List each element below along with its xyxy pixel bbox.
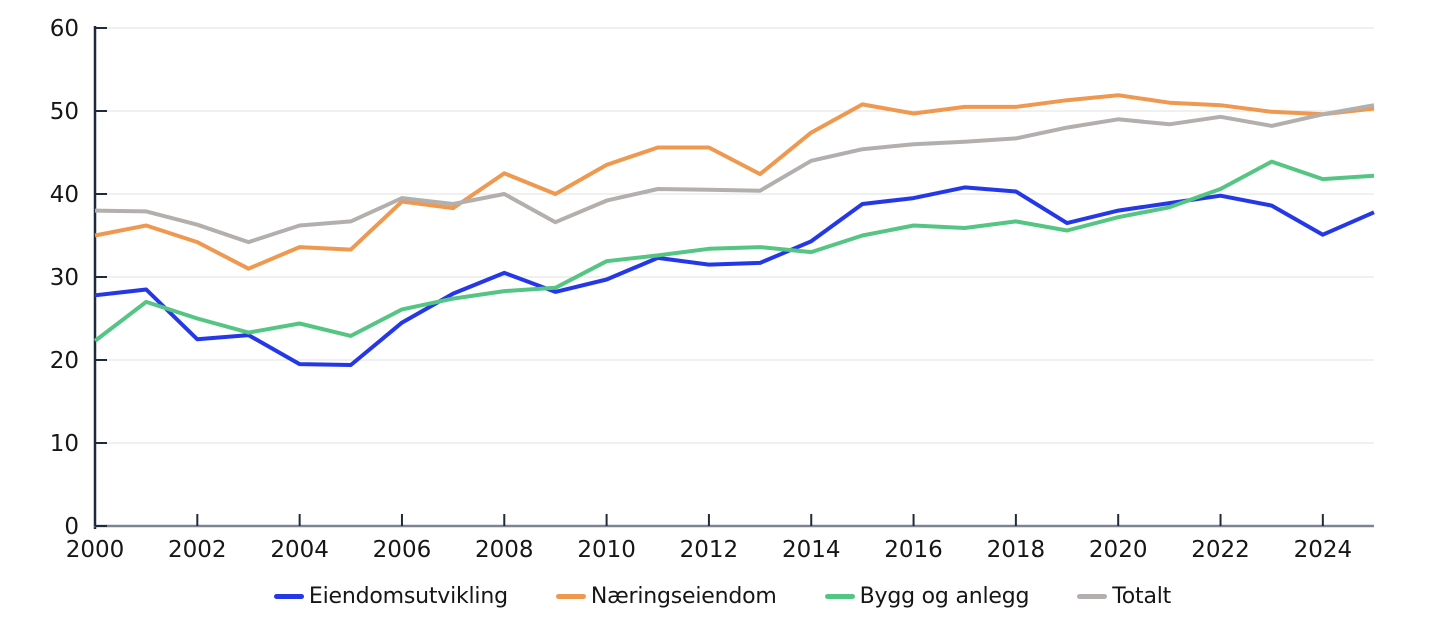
legend-swatch-bygg-og-anlegg bbox=[824, 594, 855, 599]
x-tick-label-2014: 2014 bbox=[782, 537, 841, 563]
x-tick-label-2000: 2000 bbox=[66, 537, 125, 563]
x-tick-label-2008: 2008 bbox=[475, 537, 534, 563]
x-tick-label-2022: 2022 bbox=[1191, 537, 1250, 563]
x-tick-label-2018: 2018 bbox=[987, 537, 1046, 563]
y-tick-label-50: 50 bbox=[50, 99, 79, 125]
y-tick-label-20: 20 bbox=[50, 348, 79, 374]
series-line-naeringseiendom bbox=[94, 93, 1375, 271]
x-tick-label-2020: 2020 bbox=[1089, 537, 1148, 563]
legend-swatch-eiendomsutvikling bbox=[273, 594, 304, 599]
legend-swatch-naeringseiendom bbox=[555, 594, 586, 599]
x-tick-label-2016: 2016 bbox=[884, 537, 943, 563]
x-tick-label-2012: 2012 bbox=[680, 537, 739, 563]
legend-label-eiendomsutvikling: Eiendomsutvikling bbox=[308, 584, 508, 609]
y-tick-label-10: 10 bbox=[50, 431, 79, 457]
x-tick-label-2010: 2010 bbox=[577, 537, 636, 563]
y-tick-label-30: 30 bbox=[50, 265, 79, 291]
x-tick-label-2004: 2004 bbox=[270, 537, 329, 563]
x-tick-label-2002: 2002 bbox=[168, 537, 227, 563]
y-tick-label-40: 40 bbox=[50, 182, 79, 208]
legend-label-naeringseiendom: Næringseiendom bbox=[590, 584, 777, 609]
legend-label-bygg-og-anlegg: Bygg og anlegg bbox=[859, 584, 1030, 609]
x-tick-label-2006: 2006 bbox=[373, 537, 432, 563]
legend-item-naeringseiendom: Næringseiendom bbox=[555, 584, 777, 609]
y-tick-label-60: 60 bbox=[50, 16, 79, 42]
y-tick-label-0: 0 bbox=[64, 514, 79, 540]
legend-item-totalt: Totalt bbox=[1077, 584, 1171, 609]
legend: Eiendomsutvikling Næringseiendom Bygg og a… bbox=[0, 584, 1445, 609]
x-tick-label-2024: 2024 bbox=[1294, 537, 1353, 563]
series-line-totalt bbox=[94, 103, 1375, 245]
legend-label-totalt: Totalt bbox=[1112, 584, 1172, 609]
series-line-bygg-og-anlegg bbox=[93, 159, 1375, 343]
chart-canvas: 0 10 20 30 40 50 60 2000 2002 2004 2006 2008 2010 201… bbox=[50, 16, 1375, 563]
series-line-eiendomsutvikling bbox=[94, 185, 1375, 367]
legend-item-bygg-og-anlegg: Bygg og anlegg bbox=[824, 584, 1030, 609]
legend-swatch-totalt bbox=[1077, 594, 1108, 599]
legend-item-eiendomsutvikling: Eiendomsutvikling bbox=[273, 584, 508, 609]
